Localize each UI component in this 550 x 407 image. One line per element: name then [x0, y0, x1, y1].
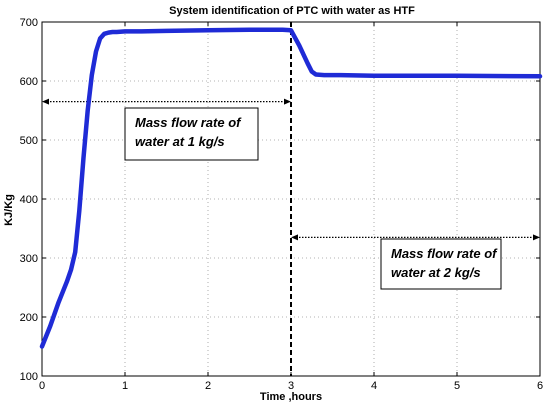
- annotation-arrowhead-right: [533, 234, 540, 241]
- annotation-text: Mass flow rate of: [135, 115, 242, 130]
- x-tick-label: 2: [205, 380, 211, 392]
- x-tick-label: 1: [122, 380, 128, 392]
- y-axis-title: KJ/Kg: [3, 194, 15, 226]
- y-tick-label: 500: [20, 135, 38, 147]
- chart-title: System identification of PTC with water …: [169, 5, 415, 17]
- annotation-arrowhead-left: [291, 234, 298, 241]
- y-tick-label: 600: [20, 76, 38, 88]
- series-line: [39, 27, 543, 349]
- annotation-arrowhead-right: [284, 98, 291, 105]
- x-tick-label: 0: [39, 380, 45, 392]
- y-tick-label: 700: [20, 17, 38, 29]
- ticks: 0 1 2 3 4 5 6 100 200 300 400 500 600 700: [20, 17, 543, 392]
- annotation-box: [124, 107, 259, 161]
- x-tick-label: 3: [288, 380, 294, 392]
- x-tick-label: 5: [454, 380, 460, 392]
- annotation-text: water at 1 kg/s: [135, 134, 225, 149]
- x-axis-title: Time ,hours: [260, 391, 322, 403]
- y-tick-label: 300: [20, 253, 38, 265]
- y-tick-label: 400: [20, 194, 38, 206]
- annotation-box: [380, 238, 502, 290]
- y-tick-label: 200: [20, 312, 38, 324]
- annotation-text: Mass flow rate of: [391, 246, 498, 261]
- annotations: Mass flow rate of water at 1 kg/s Mass flo…: [42, 98, 540, 290]
- y-tick-label: 100: [20, 371, 38, 383]
- series: [39, 27, 543, 349]
- x-tick-label: 4: [371, 380, 377, 392]
- annotation-text: water at 2 kg/s: [391, 265, 481, 280]
- annotation-arrowhead-left: [42, 98, 49, 105]
- x-tick-label: 6: [537, 380, 543, 392]
